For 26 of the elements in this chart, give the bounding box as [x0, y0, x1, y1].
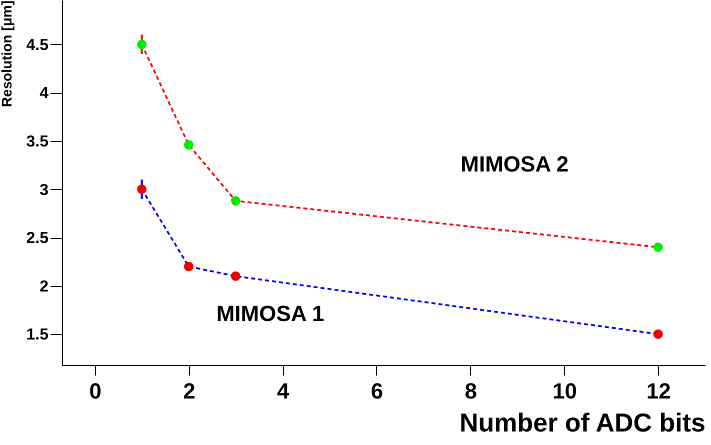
x-tick-label: 8 — [464, 378, 477, 404]
y-tick-label: 1.5 — [26, 326, 49, 344]
y-tick-label: 3 — [40, 182, 49, 199]
point — [653, 242, 663, 252]
x-axis-title: Number of ADC bits — [459, 408, 706, 438]
point — [653, 329, 663, 339]
x-tick-label: 12 — [646, 378, 671, 404]
point — [137, 40, 147, 50]
x-tick-label: 0 — [89, 378, 102, 404]
y-tick-label: 4.5 — [26, 36, 49, 54]
point — [230, 196, 240, 206]
x-tick-label: 2 — [183, 378, 196, 404]
point — [137, 184, 147, 194]
y-tick-label: 4 — [40, 85, 49, 102]
point — [184, 262, 194, 272]
y-tick-label: 3.5 — [26, 133, 49, 150]
point — [230, 271, 240, 281]
x-tick-label: 6 — [370, 378, 384, 404]
y-tick-label: 2.5 — [26, 230, 49, 248]
x-tick-label: 10 — [552, 378, 577, 404]
x-tick-label: 4 — [276, 378, 290, 404]
text: MIMOSA 2 — [460, 151, 569, 176]
y-axis-title: Resolution [μm] — [0, 0, 14, 108]
y-tick-label: 2 — [40, 278, 49, 296]
point — [184, 140, 194, 150]
series-label: MIMOSA 1 — [216, 300, 324, 326]
